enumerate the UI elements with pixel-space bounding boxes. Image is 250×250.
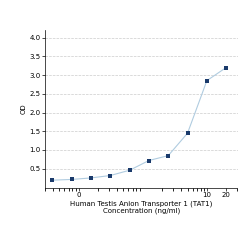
Point bbox=[108, 174, 112, 178]
Point bbox=[186, 131, 190, 135]
Point bbox=[147, 158, 151, 162]
Point bbox=[205, 78, 209, 82]
Point bbox=[89, 176, 93, 180]
Point bbox=[70, 178, 74, 182]
Point bbox=[224, 66, 228, 70]
Point bbox=[166, 154, 170, 158]
Y-axis label: OD: OD bbox=[21, 104, 27, 114]
Point bbox=[128, 168, 132, 172]
Point bbox=[50, 178, 54, 182]
X-axis label: Human Testis Anion Transporter 1 (TAT1)
Concentration (ng/ml): Human Testis Anion Transporter 1 (TAT1) … bbox=[70, 200, 212, 214]
